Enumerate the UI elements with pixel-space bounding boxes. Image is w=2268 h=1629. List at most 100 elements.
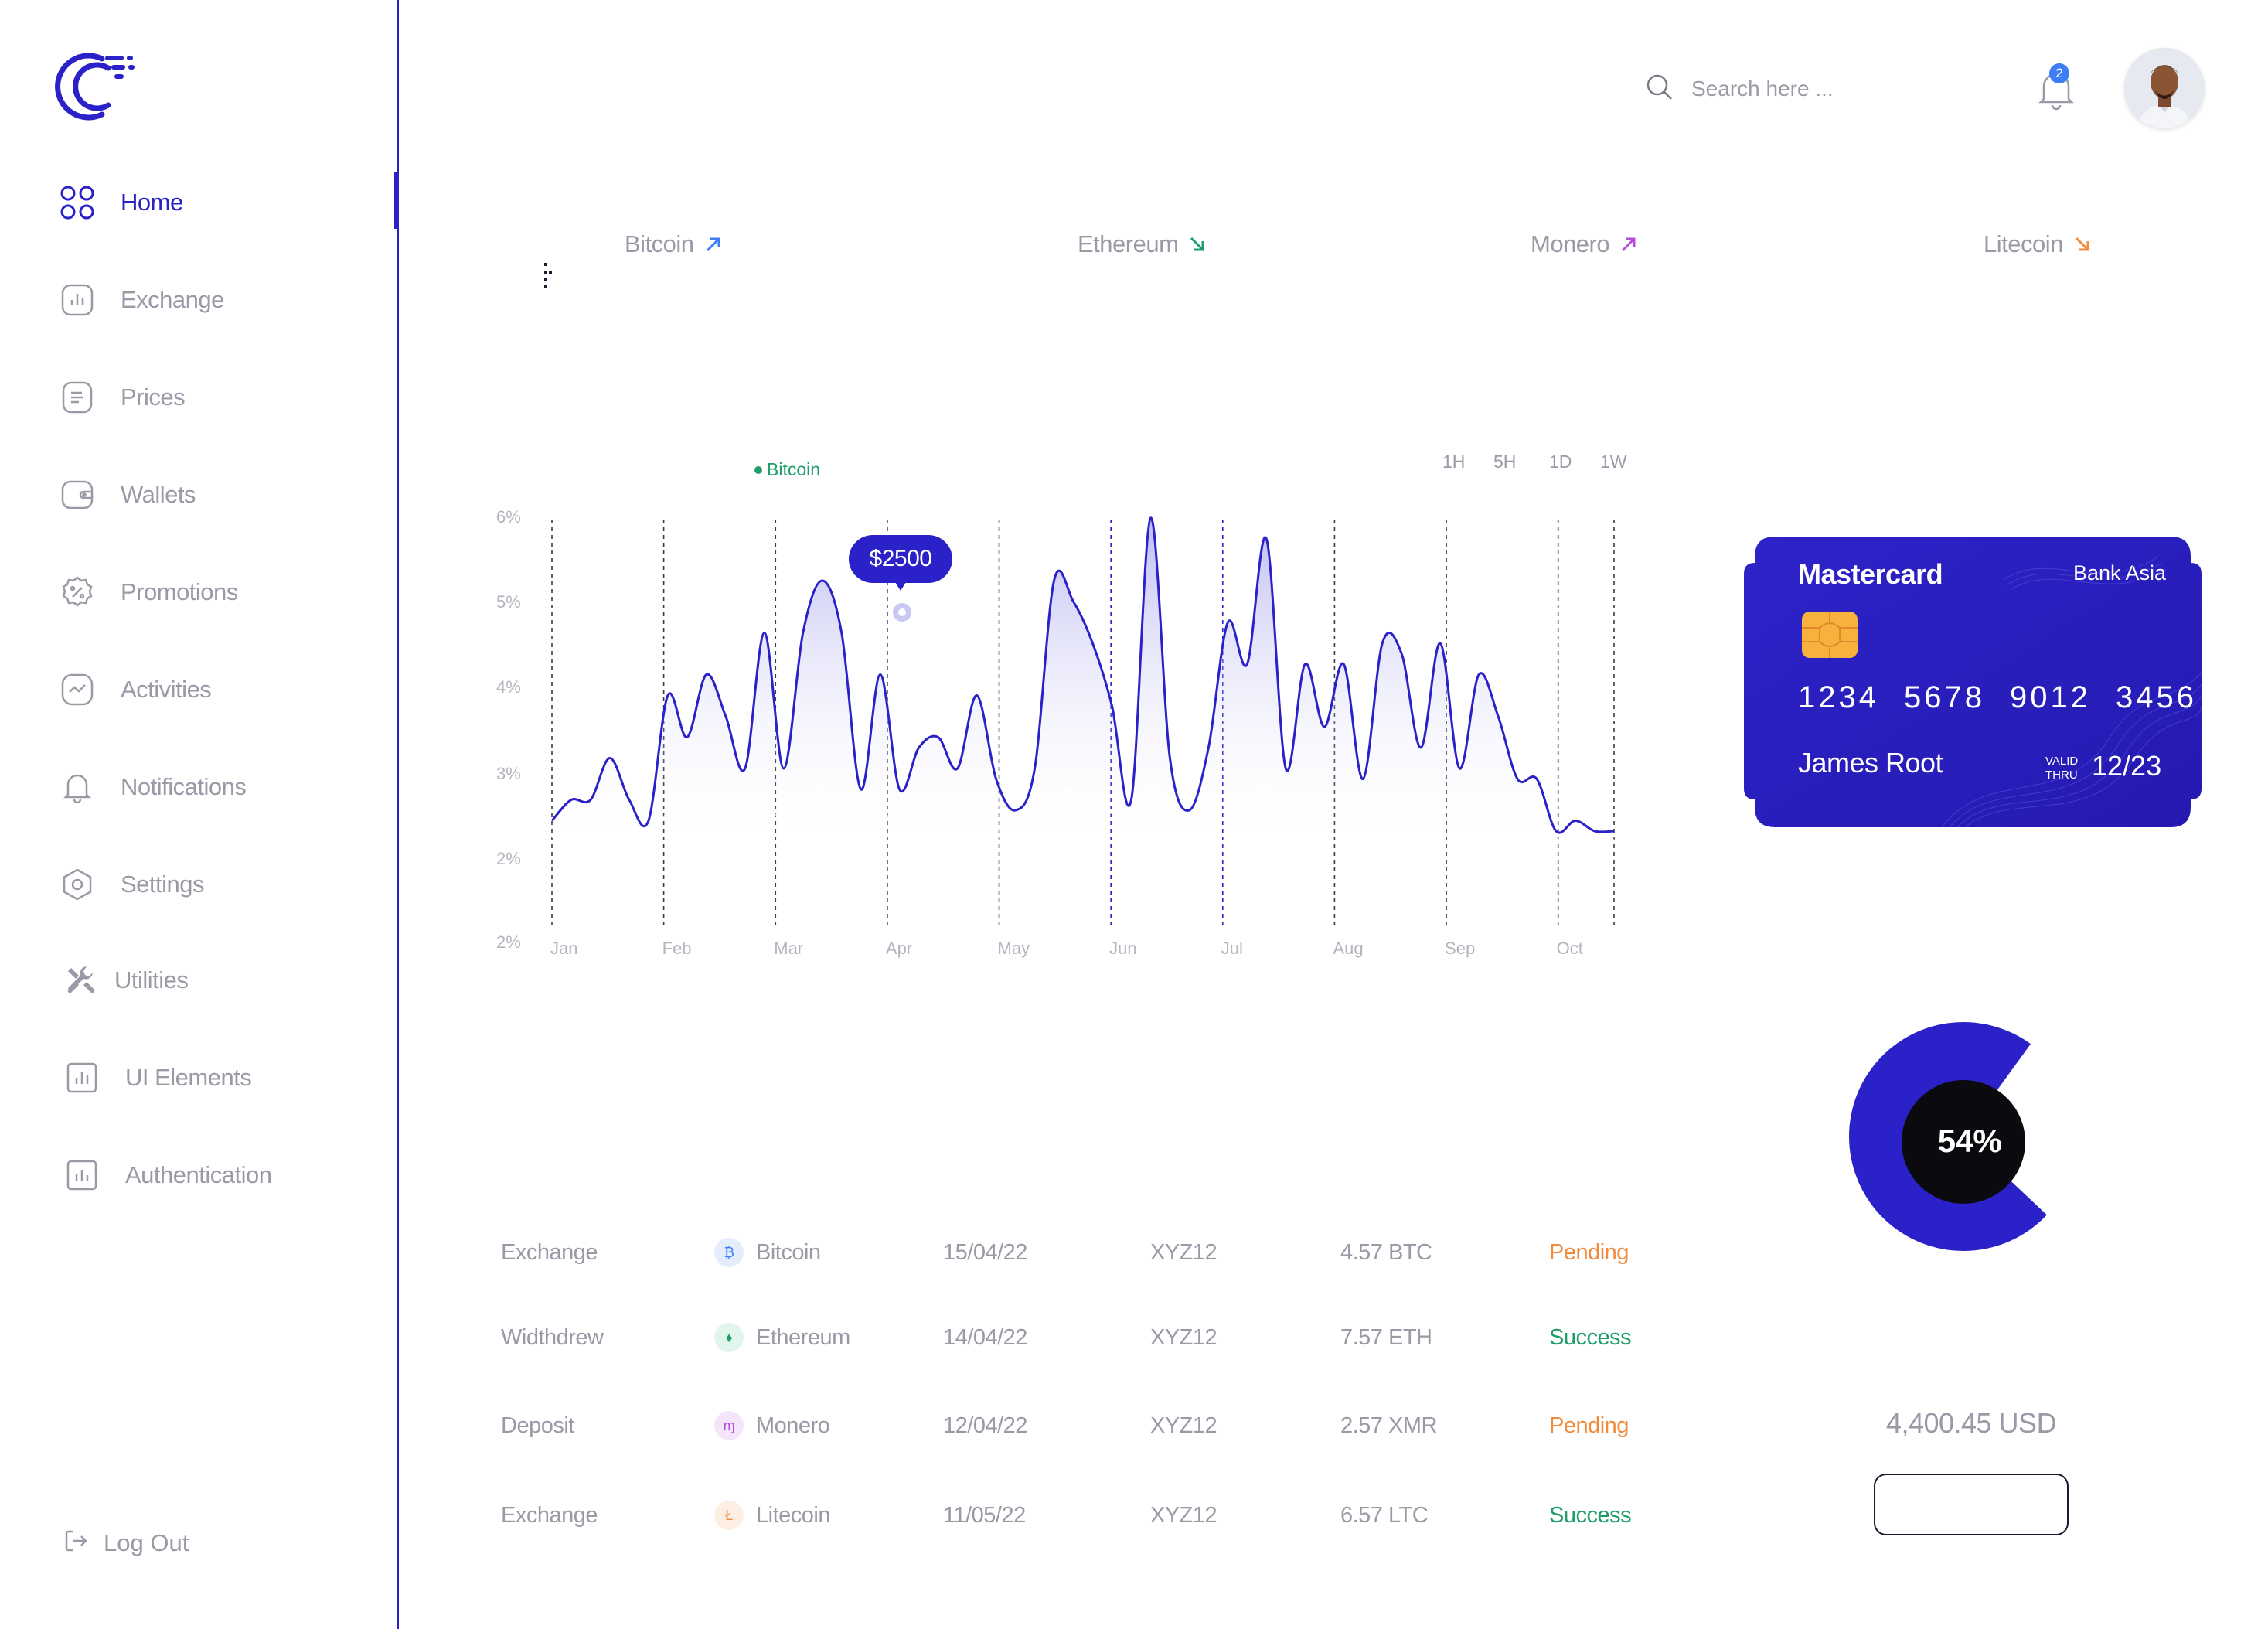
card-number-group: 9012 xyxy=(2009,680,2091,714)
tab-label: Bitcoin xyxy=(625,230,694,257)
tx-id: XYZ12 xyxy=(1150,1324,1217,1350)
sidebar-item-utilities[interactable]: Utilities xyxy=(62,957,189,1004)
progress-donut xyxy=(1849,1022,2047,1251)
range-5h-button[interactable]: 5H xyxy=(1493,452,1517,472)
tab-bitcoin[interactable]: Bitcoin xyxy=(625,230,724,258)
x-tick-label: Sep xyxy=(1445,939,1475,958)
sidebar-item-ui-elements[interactable]: UI Elements xyxy=(63,1055,252,1101)
card-holder-name: James Root xyxy=(1798,747,1943,779)
tx-date: 12/04/22 xyxy=(943,1413,1027,1438)
sidebar-item-label: Wallets xyxy=(121,481,196,508)
balance-amount: 4,400.45 USD xyxy=(1885,1407,2057,1439)
sidebar-item-activities[interactable]: Activities xyxy=(59,666,212,713)
x-tick-label: Feb xyxy=(662,939,692,958)
x-tick-label: Apr xyxy=(886,939,912,958)
series-line-bitcoin xyxy=(550,516,1615,834)
legend-dot xyxy=(754,465,762,474)
donut-center xyxy=(1902,1080,2025,1204)
drag-handle-icon[interactable] xyxy=(544,261,552,288)
tx-coin-name: Monero xyxy=(756,1413,830,1438)
brand-logo[interactable] xyxy=(54,51,139,121)
tx-type: Deposit xyxy=(501,1413,574,1438)
coin-symbol: Ł xyxy=(725,1507,733,1523)
tx-coin: ₿ Bitcoin xyxy=(714,1229,821,1276)
card-valid-thru-label: VALID THRU xyxy=(2045,755,2079,782)
bell-icon xyxy=(59,768,96,806)
search-bar[interactable] xyxy=(1645,70,1878,108)
tx-id: XYZ12 xyxy=(1150,1239,1217,1265)
range-1w-button[interactable]: 1W xyxy=(1600,452,1627,472)
tx-amount: 6.57 LTC xyxy=(1340,1502,1429,1528)
sidebar-item-label: Exchange xyxy=(121,286,224,313)
card-expiry: 12/23 xyxy=(2092,750,2162,782)
prices-icon xyxy=(59,379,96,416)
logout-label: Log Out xyxy=(104,1528,189,1556)
sidebar-item-label: Utilities xyxy=(114,966,189,993)
tx-type: Exchange xyxy=(501,1239,598,1265)
tab-label: Litecoin xyxy=(1984,230,2063,257)
range-1h-button[interactable]: 1H xyxy=(1442,452,1466,472)
sidebar-item-prices[interactable]: Prices xyxy=(59,374,186,421)
tx-amount: 2.57 XMR xyxy=(1340,1413,1437,1438)
logout-button[interactable]: Log Out xyxy=(63,1528,189,1558)
card-chip-icon xyxy=(1802,612,1858,658)
tx-id: XYZ12 xyxy=(1150,1413,1217,1438)
price-chart[interactable]: 6% 5% 4% 3% 2% 2% Jan Feb Mar Apr May Jun Jul Aug Sep O… xyxy=(487,433,1647,966)
y-tick-label: 2% xyxy=(496,849,521,868)
sidebar-item-wallets[interactable]: Wallets xyxy=(59,472,196,518)
search-input[interactable] xyxy=(1690,76,1878,102)
sidebar-item-home[interactable]: Home xyxy=(59,179,183,226)
tx-amount: 4.57 BTC xyxy=(1340,1239,1432,1265)
table-row[interactable]: Widthdrew ♦ Ethereum 14/04/22 XYZ12 7.57 ETH S… xyxy=(501,1314,1632,1361)
y-tick-label: 3% xyxy=(496,764,521,783)
sidebar-item-label: Settings xyxy=(121,871,205,898)
balance-action-button[interactable] xyxy=(1874,1474,2069,1535)
tab-label: Monero xyxy=(1531,230,1610,257)
donut-percent-label: 54% xyxy=(1937,1123,2002,1159)
sidebar-item-label: Notifications xyxy=(121,773,247,800)
arrow-down-right-icon xyxy=(2075,237,2089,251)
active-nav-marker xyxy=(394,172,399,229)
x-tick-label: Oct xyxy=(1557,939,1583,958)
sidebar-item-label: UI Elements xyxy=(125,1064,252,1091)
avatar[interactable] xyxy=(2124,48,2205,128)
table-row[interactable]: Exchange ₿ Bitcoin 15/04/22 XYZ12 4.57 BTC Pen… xyxy=(501,1229,1629,1276)
tx-status: Pending xyxy=(1549,1413,1629,1438)
credit-card[interactable] xyxy=(1741,533,2205,830)
x-tick-label: Jul xyxy=(1221,939,1243,958)
arrow-up-right-icon xyxy=(1622,237,1636,252)
card-number: 1234 5678 9012 3456 xyxy=(1798,680,2197,715)
tx-type: Exchange xyxy=(501,1502,598,1528)
tx-coin: ♦ Ethereum xyxy=(714,1314,850,1361)
tx-coin-name: Bitcoin xyxy=(756,1239,821,1265)
sidebar-item-promotions[interactable]: Promotions xyxy=(59,569,238,615)
sidebar-item-notifications[interactable]: Notifications xyxy=(59,764,247,810)
range-1d-button[interactable]: 1D xyxy=(1549,452,1572,472)
table-row[interactable]: Exchange Ł Litecoin 11/05/22 XYZ12 6.57 LTC Su… xyxy=(501,1492,1632,1539)
card-brand: Mastercard xyxy=(1798,558,1943,590)
logout-icon xyxy=(63,1528,90,1558)
coin-icon: Ł xyxy=(714,1501,744,1530)
series-echo-line xyxy=(551,772,1614,841)
tab-monero[interactable]: Monero xyxy=(1531,230,1639,258)
sidebar-item-exchange[interactable]: Exchange xyxy=(59,277,224,323)
tab-label: Ethereum xyxy=(1078,230,1179,257)
settings-icon xyxy=(59,866,96,903)
notification-badge: 2 xyxy=(2049,63,2069,83)
table-row[interactable]: Deposit ɱ Monero 12/04/22 XYZ12 2.57 XMR Pendi… xyxy=(501,1402,1629,1449)
arrow-down-right-icon xyxy=(1190,237,1204,251)
activity-icon xyxy=(59,671,96,708)
y-tick-label: 5% xyxy=(496,592,521,612)
sidebar-item-authentication[interactable]: Authentication xyxy=(63,1152,272,1198)
tx-status: Success xyxy=(1549,1324,1632,1350)
tx-coin: ɱ Monero xyxy=(714,1402,830,1449)
sidebar-item-settings[interactable]: Settings xyxy=(59,861,205,908)
authentication-icon xyxy=(63,1157,100,1194)
chart-legend: Bitcoin xyxy=(754,459,820,480)
sidebar-item-label: Prices xyxy=(121,383,186,411)
x-tick-label: Aug xyxy=(1333,939,1363,958)
series-area xyxy=(552,517,1614,850)
tab-litecoin[interactable]: Litecoin xyxy=(1984,230,2093,258)
tab-ethereum[interactable]: Ethereum xyxy=(1078,230,1207,258)
y-tick-label: 4% xyxy=(496,677,521,697)
